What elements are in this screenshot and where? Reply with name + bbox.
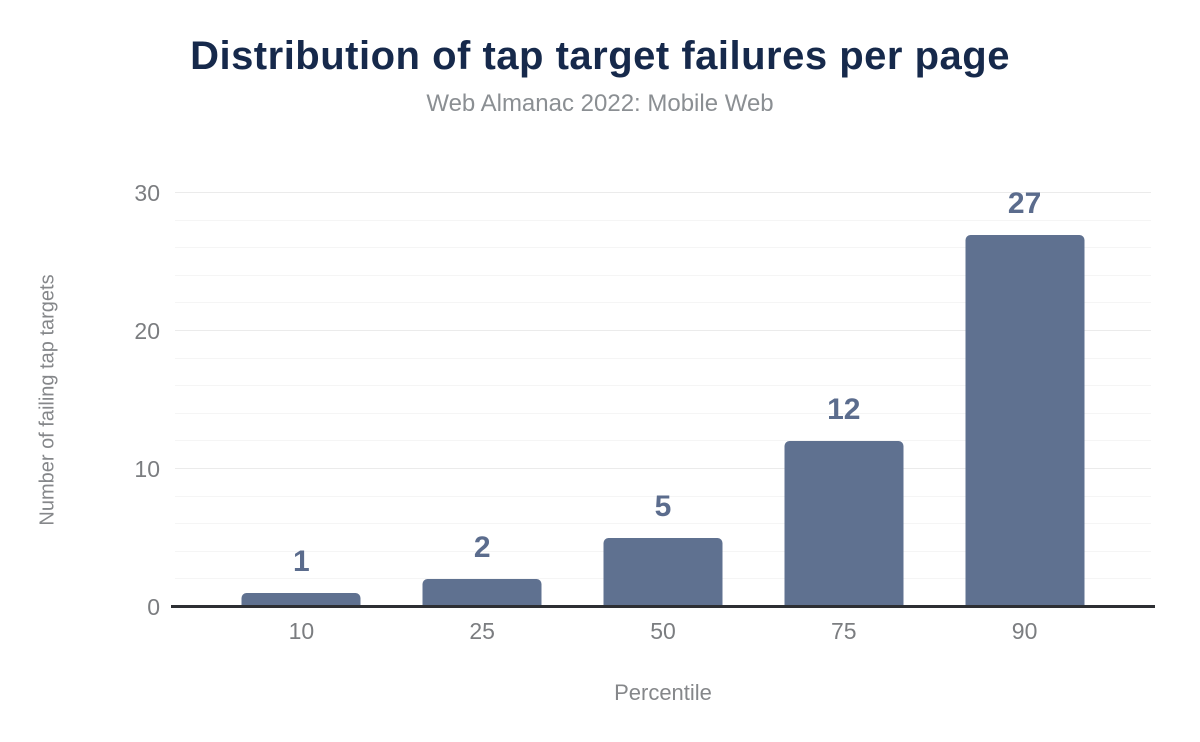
bar-group: 12 75 [753,160,934,644]
x-tick-label: 50 [650,618,676,644]
gridline-minor [175,302,1151,304]
gridline-minor [175,357,1151,359]
gridline-major [175,468,1151,470]
gridline-minor [175,523,1151,525]
gridline-minor [175,412,1151,414]
y-tick-label: 10 [134,456,160,483]
bar [422,579,542,607]
gridline-minor [175,385,1151,387]
x-tick-label: 10 [288,618,315,644]
plot-area: 1 10 2 25 5 50 12 75 27 90 [175,160,1151,644]
chart-subtitle: Web Almanac 2022: Mobile Web [426,90,774,117]
y-tick-label: 20 [134,318,160,345]
gridline-minor [175,495,1151,497]
bar-group: 1 10 [211,160,392,644]
bar [965,234,1085,607]
gridline-minor [175,440,1151,442]
gridline-major [175,192,1151,194]
gridline-minor [175,274,1151,276]
bar-value-label: 1 [293,545,310,579]
gridline-major [175,330,1151,332]
bar-group: 5 50 [573,160,754,644]
bar-value-label: 27 [1007,186,1042,220]
x-tick-label: 25 [469,618,495,644]
bar-group: 2 25 [392,160,573,644]
y-axis-ticks: 0 10 20 30 [100,160,160,620]
y-axis-title: Number of failing tap targets [36,274,59,526]
x-axis-title: Percentile [614,680,712,705]
x-tick-label: 90 [1011,618,1038,644]
bar [603,538,723,607]
bar-value-label: 2 [473,531,491,565]
y-tick-label: 30 [134,180,160,207]
bar-value-label: 5 [654,490,672,524]
bar [241,593,361,607]
bars-row: 1 10 2 25 5 50 12 75 27 90 [211,160,1115,644]
chart-title: Distribution of tap target failures per … [190,34,1010,78]
y-tick-label: 0 [147,594,160,620]
x-axis-line [171,605,1155,608]
gridline-minor [175,219,1151,221]
x-tick-label: 75 [830,618,857,644]
bar [784,441,904,607]
bar-value-label: 12 [827,393,861,427]
gridline-minor [175,247,1151,249]
bar-group: 27 90 [934,160,1115,644]
